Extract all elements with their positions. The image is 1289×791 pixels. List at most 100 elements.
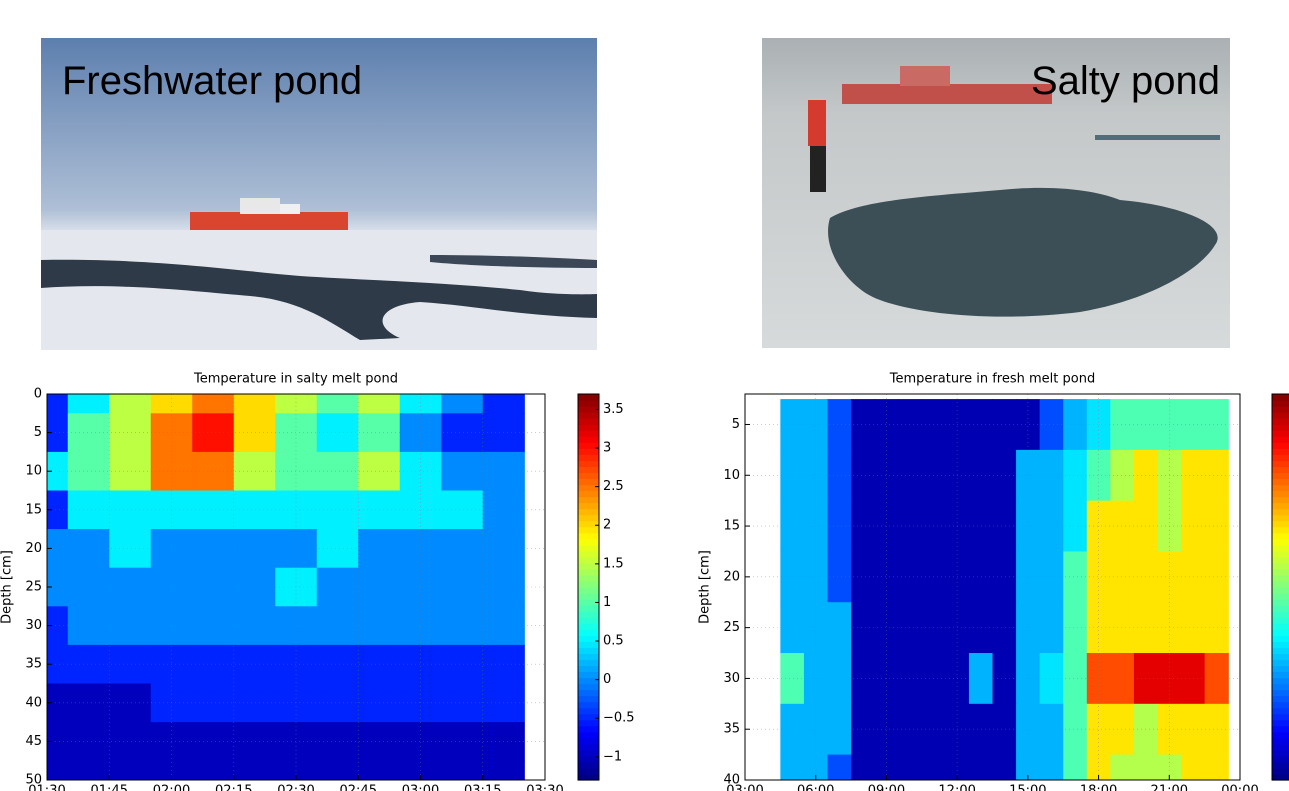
- contour-cell: [780, 501, 804, 552]
- colorbar-step: [1272, 641, 1289, 648]
- colorbar-step: [1272, 551, 1289, 558]
- contour-cell: [192, 645, 234, 684]
- contour-cell: [851, 653, 875, 704]
- colorbar-step: [1272, 460, 1289, 467]
- contour-cell: [275, 606, 317, 645]
- colorbar-step: [1272, 720, 1289, 727]
- colorbar-step: [1272, 665, 1289, 672]
- colorbar-step: [1272, 671, 1289, 678]
- contour-cell: [851, 704, 875, 755]
- x-tick-label: 15:00: [1009, 784, 1046, 791]
- contour-cell: [804, 704, 828, 755]
- contour-cell: [317, 606, 359, 645]
- contour-cell: [192, 491, 234, 530]
- colorbar-step: [1272, 418, 1289, 425]
- colorbar-step: [1272, 491, 1289, 498]
- contour-cell: [358, 491, 400, 530]
- colorbar-step: [578, 611, 599, 618]
- contour-cell: [828, 653, 852, 704]
- colorbar-tick-label: 0: [603, 672, 611, 687]
- contour-cell: [1040, 602, 1064, 653]
- contour-cell: [875, 602, 899, 653]
- contour-cell: [780, 653, 804, 704]
- colorbar-step: [1272, 653, 1289, 660]
- colorbar-step: [1272, 581, 1289, 588]
- colorbar-step: [1272, 708, 1289, 715]
- colorbar-step: [578, 684, 599, 691]
- y-tick-label: 30: [723, 671, 740, 686]
- colorbar-step: [578, 768, 599, 775]
- x-tick-label: 18:00: [1080, 784, 1117, 791]
- colorbar-step: [578, 708, 599, 715]
- contour-cell: [1063, 704, 1087, 755]
- contour-cell: [922, 501, 946, 552]
- colorbar-step: [1272, 635, 1289, 642]
- colorbar-step: [1272, 696, 1289, 703]
- chart-title: Temperature in salty melt pond: [193, 372, 398, 387]
- contour-cell: [1063, 450, 1087, 501]
- colorbar-step: [578, 605, 599, 612]
- colorbar-step: [578, 593, 599, 600]
- x-tick-label: 21:00: [1151, 784, 1188, 791]
- colorbar-step: [578, 436, 599, 443]
- x-tick-label: 01:30: [28, 784, 65, 791]
- page: Freshwater pond Salty pond 0510152025303…: [0, 0, 1289, 791]
- x-tick-label: 02:15: [215, 784, 252, 791]
- colorbar-step: [578, 503, 599, 510]
- colorbar-step: [1272, 527, 1289, 534]
- colorbar-step: [1272, 762, 1289, 769]
- colorbar-step: [1272, 611, 1289, 618]
- contour-cell: [1181, 501, 1205, 552]
- colorbar-step: [1272, 448, 1289, 455]
- contour-cell: [358, 606, 400, 645]
- colorbar-step: [578, 671, 599, 678]
- y-axis-label: Depth [cm]: [698, 550, 713, 624]
- contour-cell: [234, 645, 276, 684]
- colorbar-step: [578, 677, 599, 684]
- colorbar-step: [578, 569, 599, 576]
- contour-cell: [68, 568, 110, 607]
- colorbar-tick-label: 3: [603, 441, 611, 456]
- colorbar-step: [578, 412, 599, 419]
- colorbar-step: [578, 762, 599, 769]
- colorbar-step: [1272, 412, 1289, 419]
- contour-cell: [1016, 551, 1040, 602]
- x-tick-label: 03:00: [402, 784, 439, 791]
- colorbar-tick-label: −0.5: [603, 711, 635, 726]
- contour-fill: [26, 375, 525, 791]
- colorbar-step: [578, 521, 599, 528]
- y-tick-label: 0: [34, 387, 42, 402]
- colorbar-tick-label: −1: [603, 749, 622, 764]
- x-tick-label: 03:30: [526, 784, 563, 791]
- contour-cell: [1040, 399, 1064, 450]
- contour-cell: [1040, 653, 1064, 704]
- colorbar-step: [578, 424, 599, 431]
- colorbar-step: [578, 653, 599, 660]
- colorbar-step: [1272, 732, 1289, 739]
- colorbar-step: [578, 539, 599, 546]
- colorbar-step: [1272, 509, 1289, 516]
- colorbar-tick-label: 1.5: [603, 556, 624, 571]
- contour-cell: [828, 450, 852, 501]
- x-tick-label: 02:30: [277, 784, 314, 791]
- contour-cell: [780, 450, 804, 501]
- colorbar-step: [1272, 503, 1289, 510]
- colorbar-step: [578, 454, 599, 461]
- colorbar-step: [578, 575, 599, 582]
- colorbar-step: [578, 557, 599, 564]
- contour-cell: [441, 606, 483, 645]
- colorbar-step: [1272, 466, 1289, 473]
- y-tick-label: 35: [25, 657, 42, 672]
- x-tick-label: 12:00: [938, 784, 975, 791]
- contour-cell: [1016, 450, 1040, 501]
- y-tick-label: 5: [732, 417, 740, 432]
- contour-cell: [275, 568, 317, 607]
- colorbar-step: [1272, 497, 1289, 504]
- colorbar-step: [1272, 726, 1289, 733]
- x-tick-label: 01:45: [91, 784, 128, 791]
- contour-cell: [828, 704, 852, 755]
- y-tick-label: 10: [723, 468, 740, 483]
- colorbar-step: [1272, 442, 1289, 449]
- colorbar-step: [578, 726, 599, 733]
- colorbar-step: [1272, 593, 1289, 600]
